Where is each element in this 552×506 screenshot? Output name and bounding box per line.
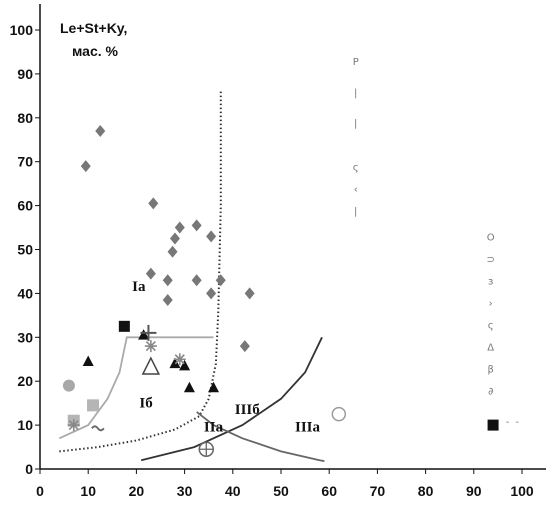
triangle-point [179,359,191,371]
legend-fragment: | [354,119,357,130]
triangle-point [208,381,220,393]
y-tick-label: 80 [17,110,33,126]
asterisk-point [144,340,157,353]
region-label: Iб [139,396,152,412]
x-tick-label: 20 [129,483,145,499]
triangle-point [183,381,195,393]
wave-point [91,425,105,432]
x-tick-label: 40 [225,483,241,499]
legend-fragment: | [354,88,357,99]
y-tick-label: 100 [10,22,34,38]
x-tick-label: 80 [418,483,434,499]
region-label: IIIa [295,420,321,436]
boundary-line [140,336,323,462]
legend-fragment: - [506,417,510,428]
region-boundaries [58,91,325,462]
data-points [62,124,499,457]
x-tick-label: 100 [510,483,534,499]
y-tick-label: 30 [17,329,33,345]
diamond-point [191,274,202,287]
region-label: Ia [132,279,146,295]
gray-square-point [87,399,100,412]
diamond-point [145,267,156,280]
legend-fragment: ς [353,162,359,173]
diamond-point [167,245,178,258]
plus-point [140,324,157,341]
y-tick-label: 40 [17,285,33,301]
legend-fragment: | [354,206,357,217]
circle-plus-cross [199,442,214,457]
triangle-point [169,357,181,369]
diamond-point [162,274,173,287]
legend-fragment: ‹ [354,184,358,195]
legend-fragment: О [487,233,495,244]
square-point [487,419,499,431]
diamond-point [244,287,255,300]
open-circle-point [331,406,347,422]
diamond-point [239,340,250,353]
diamond-point [162,293,173,306]
region-label: IIa [204,420,224,436]
legend-fragment: - [515,417,519,428]
legend-fragment: ∂ [488,386,493,397]
region-label: IIIб [235,402,260,418]
y-tick-label: 70 [17,154,33,170]
y-tick-label: 0 [25,461,33,477]
diamond-point [95,124,106,137]
ylabel-line-1: Le+St+Ky, [60,20,127,36]
diamond-point [206,287,217,300]
legend-fragment: ⊃ [486,255,494,266]
y-tick-label: 90 [17,66,33,82]
legend-fragment: ς [488,321,494,332]
diamond-point [169,232,180,245]
y-tick-label: 50 [17,242,33,258]
x-tick-label: 60 [321,483,337,499]
y-tick-label: 20 [17,373,33,389]
gray-circle-point [62,379,75,392]
legend-fragments: Р||ς‹|О⊃ɜ›ςΔβ∂- - [353,57,520,428]
open-triangle-point [141,356,161,375]
legend-fragment: Δ [487,342,494,353]
x-tick-label: 50 [273,483,289,499]
legend-fragment: Р [353,57,359,68]
square-point [118,320,130,332]
x-tick-label: 10 [80,483,96,499]
legend-fragment: › [489,299,493,310]
diamond-point [80,160,91,173]
diamond-point [215,274,226,287]
x-tick-label: 30 [177,483,193,499]
ticks: 0 10 20 30 40 50 60 70 80 90 100 0 10 20 30 40 50 60 70 80 9… [10,22,534,499]
diamond-point [148,197,159,210]
ylabel-line-2: мас. % [72,43,119,59]
triangle-point [82,355,94,366]
diamond-point [206,230,217,243]
y-tick-label: 10 [17,417,33,433]
boundary-line [196,411,325,462]
diamond-point [174,221,185,234]
x-tick-label: 70 [370,483,386,499]
legend-fragment: β [487,364,493,375]
x-tick-label: 0 [36,483,44,499]
asterisk-point [173,353,186,366]
triangle-point [138,329,150,340]
axes [39,4,546,470]
asterisk-point [67,419,80,432]
legend-fragment: ɜ [488,277,493,288]
diamond-point [191,219,202,232]
region-labels: Ia Iб IIa IIIб IIIa [132,279,320,435]
y-tick-label: 60 [17,198,33,214]
x-tick-label: 90 [466,483,482,499]
